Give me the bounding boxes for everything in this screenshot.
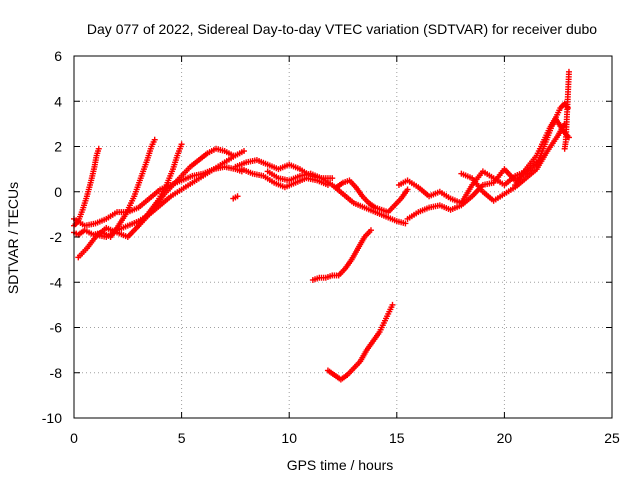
data-point [565,68,572,75]
data-point [402,220,409,227]
y-tick-label: -8 [50,365,63,381]
chart-title: Day 077 of 2022, Sidereal Day-to-day VTE… [87,21,597,37]
y-tick-label: 4 [54,93,62,109]
grid-lines [74,56,612,418]
y-tick-label: -2 [50,229,63,245]
x-tick-label: 5 [178,430,186,446]
y-tick-label: 2 [54,139,62,155]
data-point [234,193,241,200]
data-points [71,68,572,383]
x-axis-label: GPS time / hours [287,457,394,473]
x-tick-label: 15 [389,430,405,446]
y-tick-label: -10 [42,410,62,426]
x-tick-label: 25 [604,430,620,446]
data-point [241,148,248,155]
data-point [324,181,331,188]
y-tick-label: -4 [50,274,63,290]
data-point [151,136,158,143]
y-tick-labels: -10 -8 -6 -4 -2 0 2 4 6 [42,48,612,426]
y-tick-label: 0 [54,184,62,200]
x-tick-label: 0 [70,430,78,446]
x-tick-labels: 0 5 10 15 20 25 [70,56,620,446]
y-tick-label: -6 [50,320,63,336]
data-point [389,301,396,308]
data-point [329,175,336,182]
data-point [404,186,411,193]
x-tick-label: 20 [497,430,513,446]
data-point [95,145,102,152]
data-point [367,227,374,234]
x-tick-label: 10 [281,430,297,446]
data-point [178,141,185,148]
y-tick-label: 6 [54,48,62,64]
data-point [230,152,237,159]
y-axis-label: SDTVAR / TECUs [5,182,21,294]
